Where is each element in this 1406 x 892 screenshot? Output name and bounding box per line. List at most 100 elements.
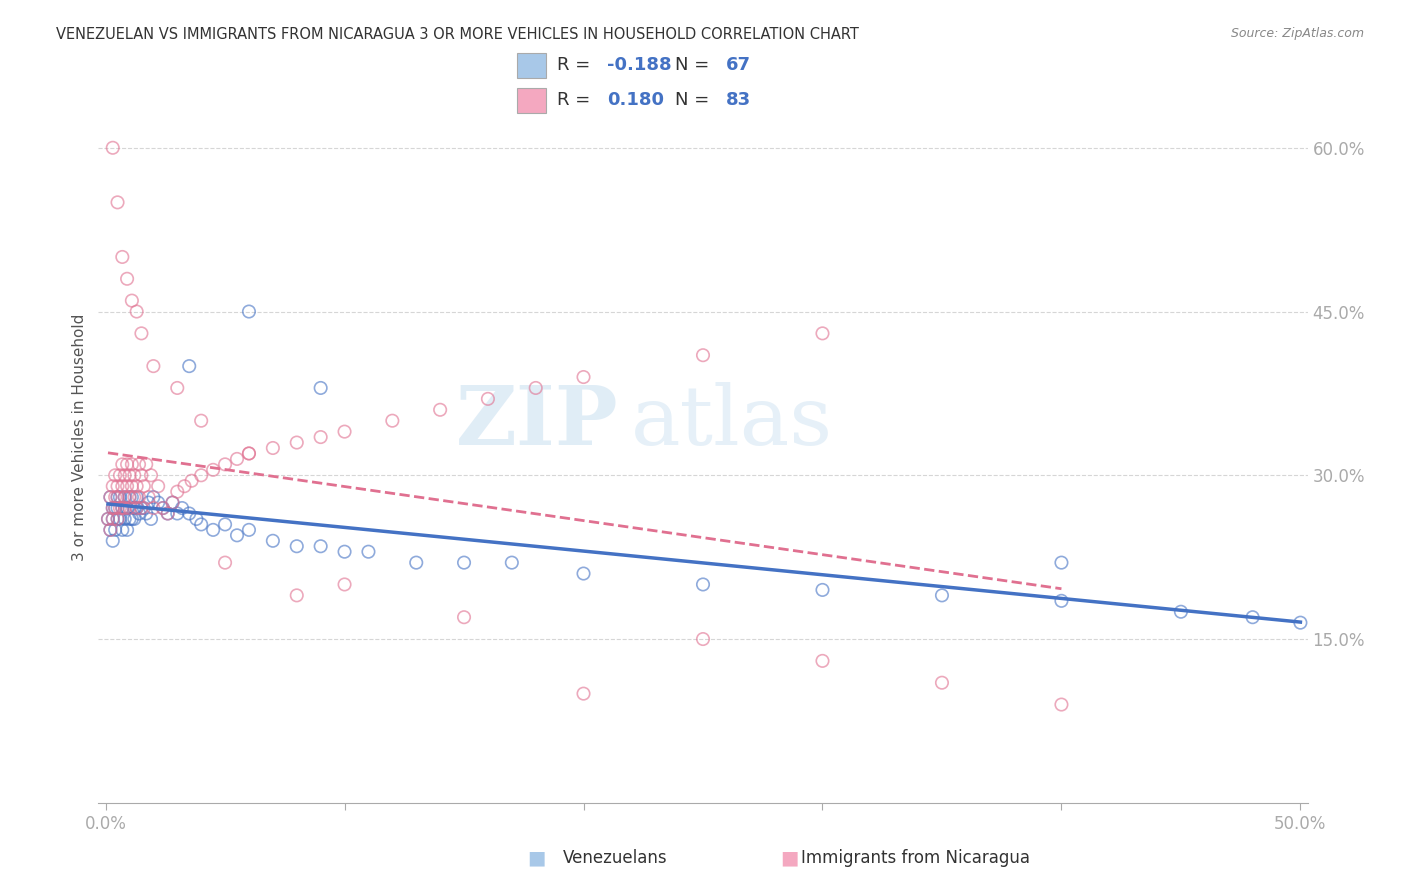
Point <box>114 501 136 516</box>
Text: Source: ZipAtlas.com: Source: ZipAtlas.com <box>1230 27 1364 40</box>
Point <box>114 468 136 483</box>
Point <box>128 458 150 472</box>
Point <box>118 468 141 483</box>
Point <box>122 512 145 526</box>
FancyBboxPatch shape <box>517 53 546 78</box>
Point <box>811 326 834 341</box>
Point <box>135 458 157 472</box>
Point <box>453 610 475 624</box>
Point <box>125 304 148 318</box>
Point <box>381 414 404 428</box>
Point <box>104 468 127 483</box>
Point <box>115 501 138 516</box>
Point <box>501 556 523 570</box>
Point <box>190 517 212 532</box>
Y-axis label: 3 or more Vehicles in Household: 3 or more Vehicles in Household <box>72 313 87 561</box>
Point <box>98 490 121 504</box>
Point <box>139 468 162 483</box>
Point <box>108 512 131 526</box>
Point <box>405 556 427 570</box>
Point <box>121 458 143 472</box>
Point <box>111 501 134 516</box>
Point <box>111 501 134 516</box>
Point <box>115 479 138 493</box>
Text: ZIP: ZIP <box>456 383 619 462</box>
Point <box>572 687 595 701</box>
Point <box>1170 605 1192 619</box>
Point <box>128 507 150 521</box>
Point <box>142 501 165 516</box>
Point <box>122 501 145 516</box>
Point <box>238 523 260 537</box>
Point <box>128 490 150 504</box>
Point <box>118 512 141 526</box>
Point <box>170 501 193 516</box>
Point <box>429 402 451 417</box>
Text: atlas: atlas <box>630 383 832 462</box>
Point <box>931 588 953 602</box>
Point <box>179 507 201 521</box>
Point <box>107 479 129 493</box>
Text: VENEZUELAN VS IMMIGRANTS FROM NICARAGUA 3 OR MORE VEHICLES IN HOUSEHOLD CORRELAT: VENEZUELAN VS IMMIGRANTS FROM NICARAGUA … <box>56 27 859 42</box>
Point <box>152 501 174 516</box>
Point <box>125 479 148 493</box>
Text: ■: ■ <box>527 848 546 868</box>
Point <box>238 304 260 318</box>
Point <box>115 458 138 472</box>
Point <box>572 566 595 581</box>
Point <box>101 533 124 548</box>
Point <box>138 495 160 509</box>
Point <box>309 539 332 553</box>
Point <box>202 523 225 537</box>
Point <box>692 577 714 591</box>
Point <box>101 512 124 526</box>
Point <box>142 359 165 373</box>
FancyBboxPatch shape <box>517 87 546 112</box>
Point <box>333 577 356 591</box>
Point <box>333 545 356 559</box>
Point <box>1050 594 1073 608</box>
Point <box>190 414 212 428</box>
Point <box>477 392 499 406</box>
Point <box>108 490 131 504</box>
Point <box>166 484 188 499</box>
Point <box>190 468 212 483</box>
Point <box>104 501 127 516</box>
Point <box>811 654 834 668</box>
Point <box>146 495 169 509</box>
Point <box>166 381 188 395</box>
Point <box>97 512 120 526</box>
Point <box>104 490 127 504</box>
Text: -0.188: -0.188 <box>607 56 672 74</box>
Point <box>107 490 129 504</box>
Point <box>1050 556 1073 570</box>
Point <box>104 523 127 537</box>
Point <box>309 381 332 395</box>
Point <box>107 512 129 526</box>
Point <box>453 556 475 570</box>
Point <box>524 381 547 395</box>
Point <box>107 501 129 516</box>
Point <box>132 479 155 493</box>
Point <box>101 501 124 516</box>
Text: N =: N = <box>675 56 714 74</box>
Point <box>214 556 236 570</box>
Point <box>572 370 595 384</box>
Point <box>139 512 162 526</box>
Point <box>1241 610 1264 624</box>
Point <box>173 479 195 493</box>
Point <box>146 479 169 493</box>
Text: 0.180: 0.180 <box>607 91 665 109</box>
Point <box>1050 698 1073 712</box>
Point <box>285 588 308 602</box>
Point <box>309 430 332 444</box>
Point <box>156 507 179 521</box>
Point <box>811 582 834 597</box>
Point <box>111 523 134 537</box>
Point <box>125 501 148 516</box>
Point <box>125 490 148 504</box>
Point <box>132 501 155 516</box>
Point <box>98 523 121 537</box>
Point <box>179 359 201 373</box>
Point <box>121 293 143 308</box>
